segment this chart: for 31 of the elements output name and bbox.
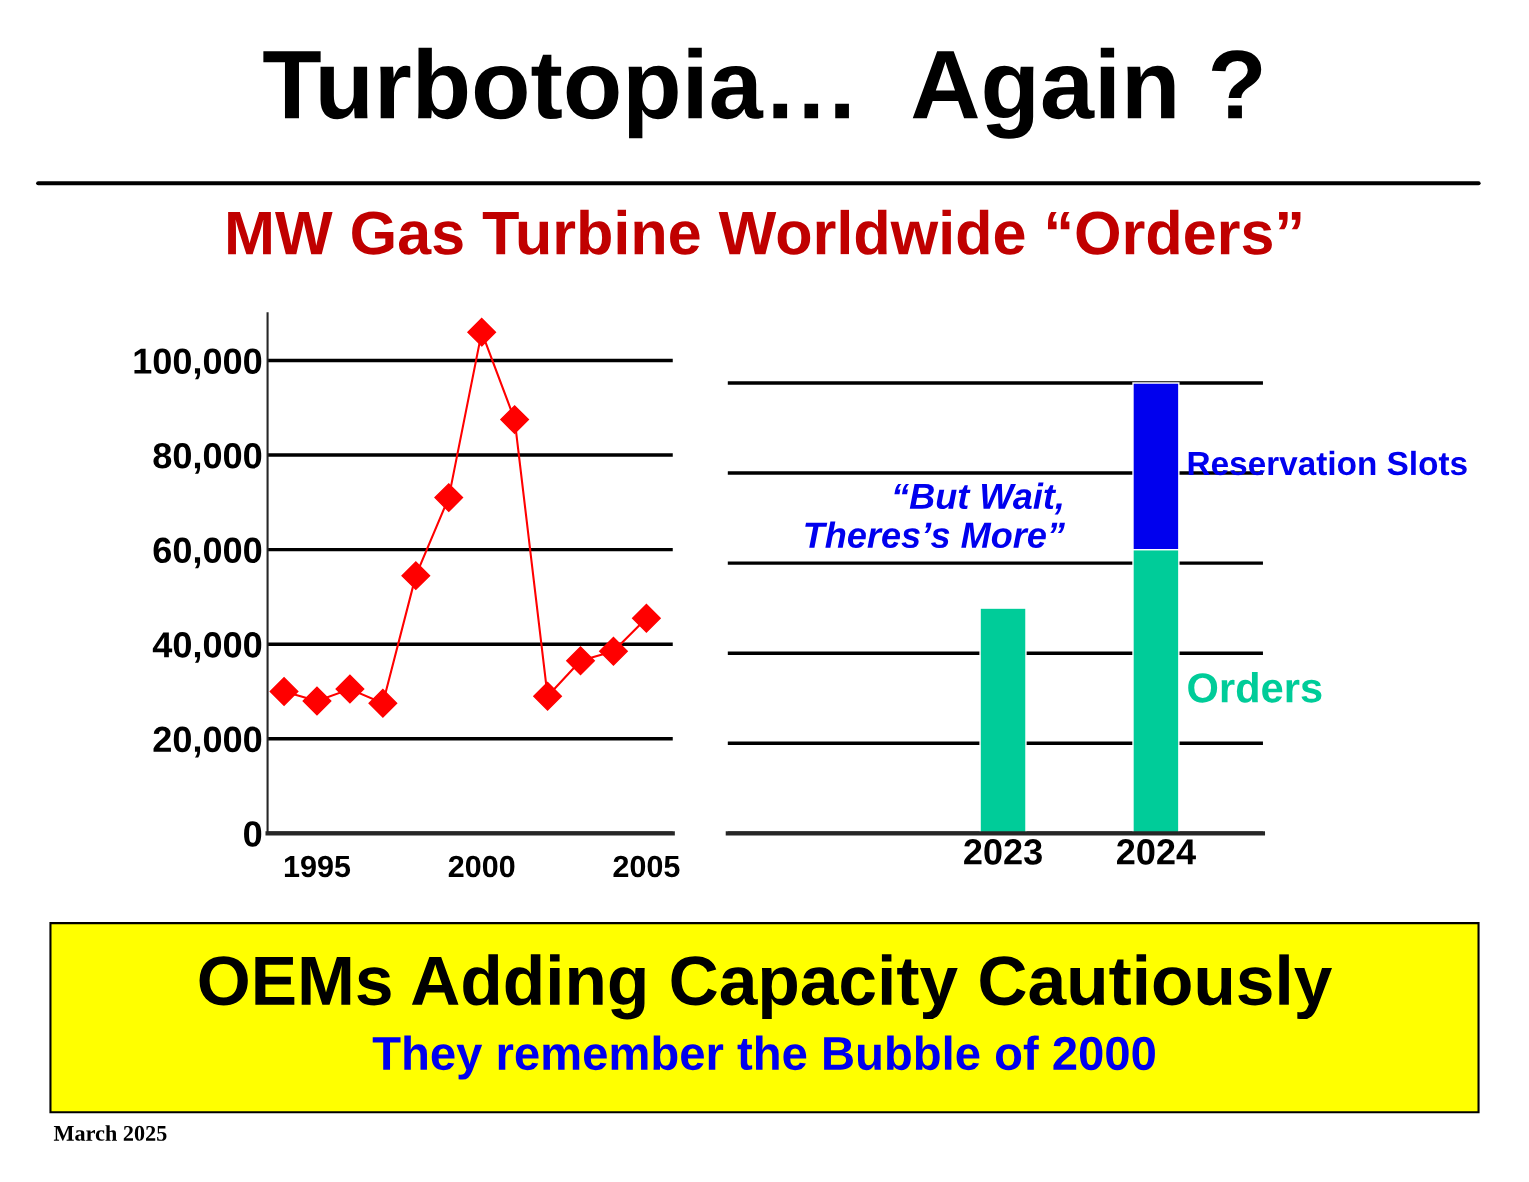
- point: [269, 677, 299, 706]
- series-label: Reservation Slots: [1188, 450, 1467, 476]
- point: [335, 674, 365, 704]
- point: [500, 405, 530, 435]
- text: They remember the Bubble of 2000: [372, 1035, 1155, 1080]
- series-label: Orders: [1188, 672, 1322, 703]
- x-tick-label: 2023: [964, 839, 1042, 865]
- x-tick-label: 1995: [284, 855, 351, 878]
- y-tick-label: 60,000: [153, 537, 262, 569]
- point: [302, 686, 332, 716]
- text: OEMs Adding Capacity Cautiously: [199, 954, 1332, 1020]
- y-tick-label: 100,000: [134, 348, 262, 380]
- chart-subtitle: MW Gas Turbine Worldwide “Orders”: [228, 209, 1301, 255]
- x-tick-label: 2005: [613, 855, 680, 878]
- annotation: “But Wait, Theres’s More”: [805, 482, 1065, 549]
- y-tick-label: 80,000: [153, 442, 262, 474]
- y-tick-label: 0: [244, 821, 262, 847]
- x-tick-label: 2024: [1117, 839, 1196, 865]
- x-tick-label: 2000: [448, 855, 515, 878]
- point: [401, 561, 431, 591]
- point: [631, 603, 661, 633]
- point: [533, 681, 563, 711]
- point: [368, 688, 398, 718]
- text: March 2025: [53, 1125, 167, 1141]
- y-tick-label: 40,000: [152, 632, 262, 663]
- point: [434, 483, 464, 513]
- point: [599, 636, 628, 666]
- point: [467, 317, 497, 347]
- y-tick-label: 20,000: [153, 726, 262, 758]
- chart-title: Turbotopia… Again ?: [263, 47, 1262, 139]
- point: [566, 646, 595, 676]
